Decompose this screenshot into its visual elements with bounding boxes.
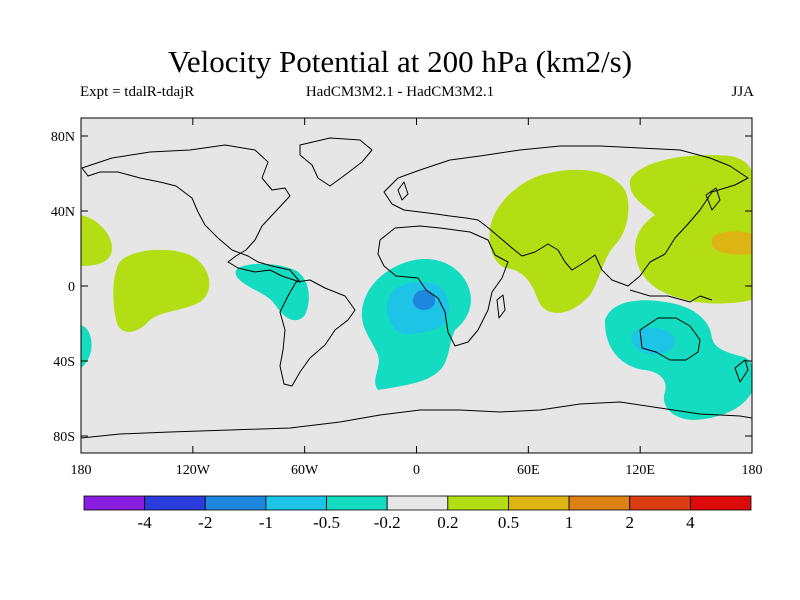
positive-region-pacific-core	[712, 231, 752, 255]
lon-tick-label: 60E	[517, 463, 540, 478]
lon-tick-label: 0	[413, 463, 420, 478]
lon-tick-label: 120E	[625, 463, 655, 478]
coastline-south-america	[279, 279, 356, 387]
latitude-axis: 80N 40N 0 40S 80S	[51, 130, 752, 445]
negative-region-west-edge	[81, 325, 92, 368]
coastline-uk	[397, 181, 409, 201]
colorbar-label: 0.2	[437, 513, 458, 532]
coastline-japan	[705, 187, 721, 211]
coastline-greenland	[299, 137, 373, 187]
colorbar-swatch	[386, 495, 449, 511]
colorbar-label: 2	[625, 513, 634, 532]
colorbar-swatch	[568, 495, 631, 511]
lon-tick-label: 180	[71, 463, 92, 478]
coastline-new-zealand	[734, 359, 749, 383]
lat-tick-label: 40N	[51, 205, 75, 220]
colorbar-swatch	[508, 495, 570, 511]
map-title: Velocity Potential at 200 hPa (km2/s)	[167, 44, 633, 79]
colorbar-swatch	[83, 495, 146, 511]
colorbar-label: -1	[259, 513, 273, 532]
negative-core-atlantic-inner	[412, 290, 436, 311]
colorbar-label: -4	[138, 513, 153, 532]
lon-tick-label: 120W	[176, 463, 211, 478]
positive-region-east-pacific	[113, 249, 210, 332]
season-label: JJA	[731, 84, 754, 100]
coastline-australia	[639, 317, 701, 361]
negative-region-central-america	[235, 263, 309, 321]
lat-tick-label: 40S	[53, 355, 75, 370]
colorbar: -4 -2 -1 -0.5 -0.2 0.2 0.5 1 2 4	[83, 495, 752, 532]
colorbar-swatch	[204, 495, 267, 511]
lat-tick-label: 80S	[53, 430, 75, 445]
colorbar-swatch	[447, 495, 509, 511]
coastline-north-america	[81, 144, 301, 283]
lon-tick-label: 60W	[291, 463, 319, 478]
positive-region-north-pacific	[629, 155, 752, 304]
colorbar-swatch	[144, 495, 206, 511]
lon-tick-label: 180	[742, 463, 763, 478]
coastline-madagascar	[496, 294, 506, 319]
colorbar-label: -0.5	[313, 513, 340, 532]
coastline-antarctica	[81, 401, 752, 439]
colorbar-label: -0.2	[374, 513, 401, 532]
colorbar-swatch	[689, 495, 752, 511]
coastline-indonesia	[629, 289, 713, 303]
colorbar-label: -2	[198, 513, 212, 532]
positive-region-west-edge	[81, 215, 112, 266]
model-label: HadCM3M2.1 - HadCM3M2.1	[305, 84, 495, 100]
coastline-eurasia	[383, 145, 749, 287]
colorbar-swatch	[265, 495, 327, 511]
coastlines	[81, 137, 752, 439]
colorbar-swatch	[629, 495, 691, 511]
lat-tick-label: 80N	[51, 130, 75, 145]
positive-region-asia	[489, 169, 629, 313]
coastline-africa	[377, 225, 509, 347]
colorbar-swatch	[326, 495, 388, 511]
experiment-label: Expt = tdalR-tdajR	[80, 84, 195, 100]
longitude-axis: 180 120W 60W 0 60E 120E 180	[71, 118, 763, 478]
colorbar-label: 1	[565, 513, 574, 532]
colorbar-label: 0.5	[498, 513, 519, 532]
colorbar-label: 4	[686, 513, 695, 532]
lat-tick-label: 0	[68, 280, 75, 295]
